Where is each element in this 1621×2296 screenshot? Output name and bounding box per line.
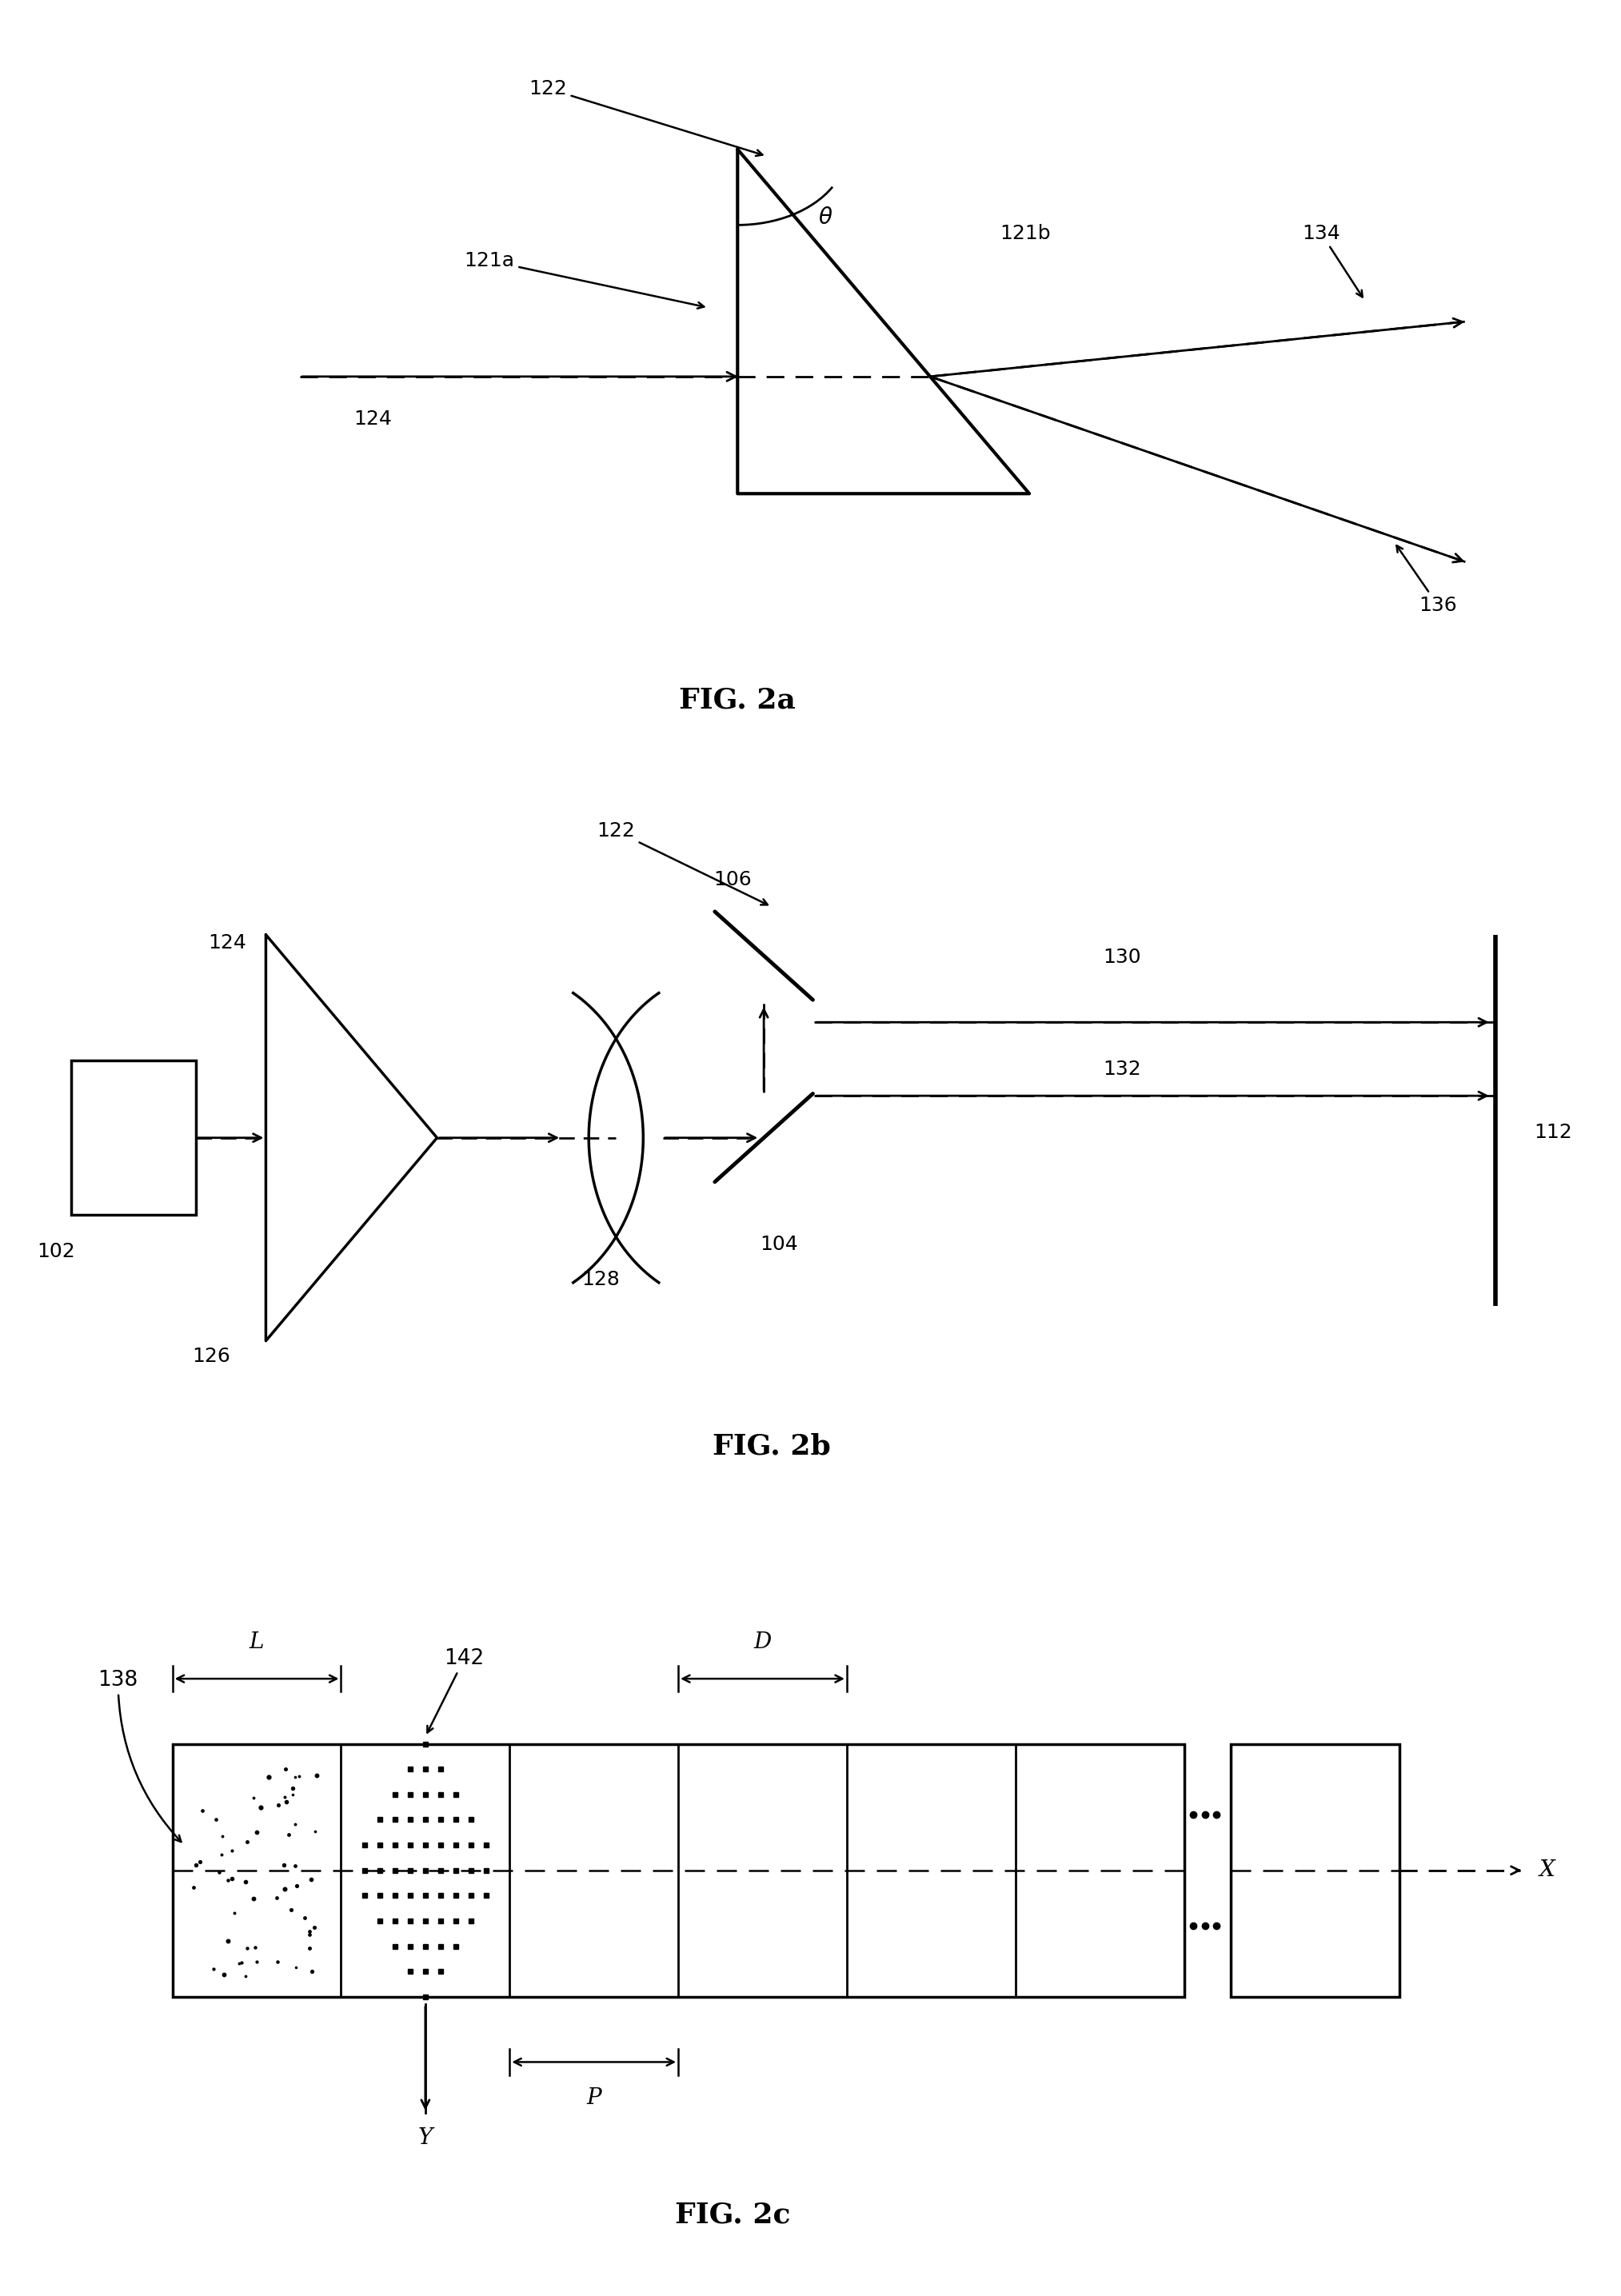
Bar	[1230, 1743, 1399, 1998]
Text: $\theta$: $\theta$	[817, 207, 833, 230]
Text: 121a: 121a	[464, 250, 704, 308]
Text: Y: Y	[418, 2126, 433, 2149]
Text: 121b: 121b	[1000, 223, 1050, 243]
Text: 132: 132	[1102, 1058, 1141, 1079]
Text: 134: 134	[1302, 223, 1363, 296]
Text: 122: 122	[597, 822, 768, 905]
Text: 102: 102	[37, 1242, 75, 1261]
Text: FIG. 2a: FIG. 2a	[679, 687, 796, 714]
Text: 142: 142	[428, 1649, 485, 1733]
Text: 106: 106	[713, 870, 752, 889]
Text: 130: 130	[1102, 948, 1141, 967]
Text: 126: 126	[193, 1348, 230, 1366]
Text: L: L	[250, 1632, 264, 1653]
Text: 104: 104	[760, 1235, 799, 1254]
Text: D: D	[754, 1632, 772, 1653]
Text: FIG. 2b: FIG. 2b	[713, 1433, 830, 1460]
Bar	[71, 1061, 196, 1215]
Text: 136: 136	[1397, 546, 1457, 615]
Text: P: P	[587, 2087, 601, 2110]
Text: 124: 124	[207, 934, 246, 953]
Text: 128: 128	[582, 1270, 619, 1288]
Bar	[172, 1743, 1183, 1998]
Text: 112: 112	[1533, 1123, 1572, 1141]
Text: X: X	[1540, 1860, 1555, 1880]
Text: 124: 124	[353, 409, 392, 429]
Text: 138: 138	[97, 1669, 182, 1841]
Text: 122: 122	[528, 78, 762, 156]
Text: FIG. 2c: FIG. 2c	[674, 2202, 791, 2229]
